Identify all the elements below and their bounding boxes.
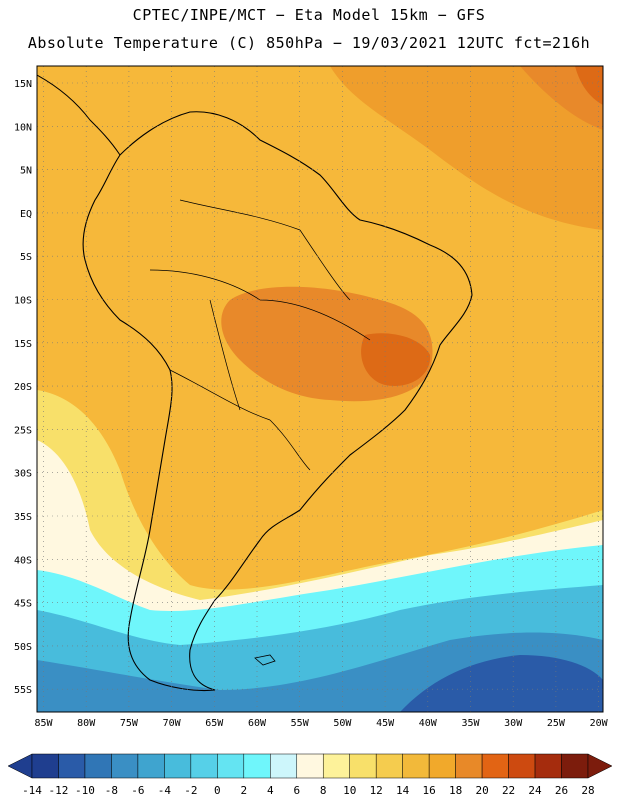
colorbar-cell xyxy=(270,753,298,779)
lat-tick-label: 5N xyxy=(20,166,32,177)
colorbar-tick-label: 8 xyxy=(320,784,327,797)
temperature-map: 15N 10N 5N EQ 5S 10S 15S 20S 25S 30S 35S 40S 45S 50S 5… xyxy=(14,65,609,729)
colorbar-tick-label: -14 xyxy=(22,784,42,797)
colorbar-tick-label: 0 xyxy=(214,784,221,797)
colorbar-tick-label: -4 xyxy=(158,784,172,797)
colorbar-cell xyxy=(534,753,562,779)
lon-tick-label: 50W xyxy=(333,718,352,729)
colorbar-tick-label: 28 xyxy=(581,784,594,797)
colorbar-tick-label: 12 xyxy=(370,784,383,797)
colorbar-cell xyxy=(190,753,218,779)
south-america-coastline xyxy=(82,111,473,692)
colorbar-cell xyxy=(296,753,324,779)
lat-tick-label: 5S xyxy=(20,252,32,263)
lat-tick-label: 25S xyxy=(14,425,32,436)
field-brazil-hot xyxy=(361,333,431,386)
colorbar-cell xyxy=(455,753,483,779)
lat-tick-label: 10N xyxy=(14,122,32,133)
lat-tick-label: 20S xyxy=(14,382,32,393)
lon-tick-label: 40W xyxy=(419,718,438,729)
colorbar-cell xyxy=(322,753,350,779)
map-title-line1: CPTEC/INPE/MCT − Eta Model 15km − GFS xyxy=(132,6,486,24)
field-polar xyxy=(400,655,603,712)
lat-tick-label: 15N xyxy=(14,79,32,90)
colorbar-cell xyxy=(164,753,192,779)
lon-tick-label: 30W xyxy=(504,718,523,729)
colorbar-cell xyxy=(481,753,509,779)
colorbar-tick-label: 14 xyxy=(396,784,410,797)
lat-tick-label: 30S xyxy=(14,469,32,480)
colorbar-cell xyxy=(111,753,139,779)
colorbar-tick-label: 24 xyxy=(528,784,542,797)
lon-tick-label: 35W xyxy=(461,718,480,729)
colorbar-tick-label: -8 xyxy=(105,784,118,797)
lat-tick-label: 55S xyxy=(14,685,32,696)
colorbar-tick-label: -12 xyxy=(49,784,69,797)
colorbar-cells xyxy=(7,753,613,779)
colorbar-cell xyxy=(31,753,59,779)
colorbar-tick-label: -6 xyxy=(131,784,144,797)
lat-tick-label: EQ xyxy=(20,209,32,220)
country-borders xyxy=(149,199,371,471)
field-north-hot xyxy=(575,66,603,105)
colorbar-labels: -14 -12 -10 -8 -6 -4 -2 0 2 4 6 8 10 12 14 16 18 20 22 24 26… xyxy=(22,784,595,797)
colorbar-high-arrow xyxy=(587,753,613,779)
lat-tick-label: 45S xyxy=(14,599,32,610)
latitude-labels: 15N 10N 5N EQ 5S 10S 15S 20S 25S 30S 35S 40S 45S 50S 5… xyxy=(14,79,32,696)
field-atlantic-warm xyxy=(330,66,603,230)
lon-tick-label: 45W xyxy=(376,718,395,729)
lon-tick-label: 20W xyxy=(590,718,609,729)
lat-tick-label: 35S xyxy=(14,512,32,523)
colorbar: -14 -12 -10 -8 -6 -4 -2 0 2 4 6 8 10 12 14 16 18 20 22 24 26… xyxy=(7,753,613,797)
lat-tick-label: 10S xyxy=(14,296,32,307)
map-title-line2: Absolute Temperature (C) 850hPa − 19/03/… xyxy=(27,34,591,52)
lon-tick-label: 65W xyxy=(205,718,224,729)
colorbar-tick-label: 16 xyxy=(423,784,436,797)
colorbar-tick-label: 2 xyxy=(240,784,247,797)
colorbar-tick-label: -2 xyxy=(184,784,197,797)
colorbar-cell xyxy=(84,753,112,779)
colorbar-tick-label: -10 xyxy=(75,784,95,797)
falkland-islands xyxy=(254,654,276,666)
lon-tick-label: 75W xyxy=(120,718,139,729)
lat-tick-label: 15S xyxy=(14,339,32,350)
colorbar-cell xyxy=(508,753,536,779)
colorbar-tick-label: 18 xyxy=(449,784,462,797)
lon-tick-label: 55W xyxy=(291,718,310,729)
colorbar-cell xyxy=(137,753,165,779)
colorbar-tick-label: 22 xyxy=(502,784,515,797)
colorbar-cell xyxy=(243,753,271,779)
colorbar-tick-label: 10 xyxy=(343,784,356,797)
temperature-field xyxy=(37,66,603,712)
central-america-coastline xyxy=(37,74,121,156)
lat-tick-label: 50S xyxy=(14,642,32,653)
lon-tick-label: 25W xyxy=(547,718,566,729)
colorbar-cell xyxy=(402,753,430,779)
colorbar-cell xyxy=(428,753,456,779)
colorbar-cell xyxy=(375,753,403,779)
longitude-labels: 85W 80W 75W 70W 65W 60W 55W 50W 45W 40W 35W 30W 25W 2… xyxy=(34,718,608,729)
colorbar-cell xyxy=(561,753,589,779)
lon-tick-label: 85W xyxy=(34,718,53,729)
colorbar-tick-label: 6 xyxy=(293,784,300,797)
colorbar-tick-label: 26 xyxy=(555,784,568,797)
map-frame xyxy=(36,65,604,713)
colorbar-cell xyxy=(217,753,245,779)
lon-tick-label: 60W xyxy=(248,718,267,729)
lon-tick-label: 70W xyxy=(163,718,182,729)
colorbar-cell xyxy=(349,753,377,779)
colorbar-low-arrow xyxy=(7,753,33,779)
colorbar-cell xyxy=(58,753,86,779)
lat-tick-label: 40S xyxy=(14,555,32,566)
colorbar-tick-label: 4 xyxy=(267,784,274,797)
colorbar-tick-label: 20 xyxy=(475,784,488,797)
lon-tick-label: 80W xyxy=(77,718,96,729)
